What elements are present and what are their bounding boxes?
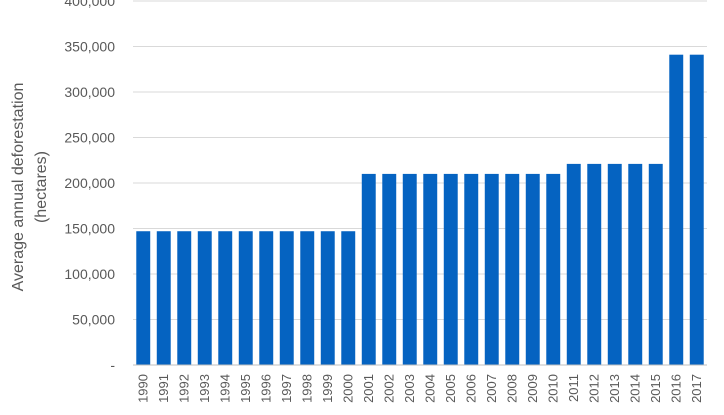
bar-1990 bbox=[136, 231, 151, 365]
x-tick-label: 1990 bbox=[135, 374, 150, 403]
y-axis-label-line-1: Average annual deforestation bbox=[10, 83, 27, 292]
y-tick-label: 350,000 bbox=[64, 39, 115, 55]
x-tick-label: 2017 bbox=[689, 374, 704, 403]
bar-2016 bbox=[669, 54, 684, 365]
x-tick-label: 1994 bbox=[217, 374, 232, 403]
bar-2015 bbox=[648, 163, 663, 365]
x-tick-label: 1993 bbox=[197, 374, 212, 403]
x-tick-label: 1991 bbox=[156, 374, 171, 403]
x-tick-label: 2014 bbox=[627, 374, 642, 403]
y-tick-label: 400,000 bbox=[64, 0, 115, 9]
bar-2010 bbox=[546, 173, 561, 365]
y-tick-label: 250,000 bbox=[64, 130, 115, 146]
x-tick-label: 1996 bbox=[258, 374, 273, 403]
x-tick-label: 1992 bbox=[176, 374, 191, 403]
x-tick-label: 1995 bbox=[238, 374, 253, 403]
bar-2000 bbox=[341, 231, 356, 365]
x-tick-labels: 1990 1991 1992 1993 1994 1995 1996 1997 1998 1999… bbox=[135, 374, 704, 403]
x-tick-label: 2009 bbox=[525, 374, 540, 403]
bars bbox=[136, 54, 704, 365]
bar-2014 bbox=[628, 163, 643, 365]
bar-1997 bbox=[279, 231, 294, 365]
y-tick-label: - bbox=[110, 357, 115, 373]
y-tick-labels: - 50,000 100,000 150,000 200,000 250,000 300,0… bbox=[64, 0, 115, 373]
x-tick-label: 2005 bbox=[443, 374, 458, 403]
bar-1996 bbox=[259, 231, 274, 365]
bar-2003 bbox=[402, 173, 417, 365]
bar-2017 bbox=[689, 54, 704, 365]
bar-2007 bbox=[484, 173, 499, 365]
bar-2004 bbox=[423, 173, 438, 365]
x-tick-label: 2016 bbox=[668, 374, 683, 403]
x-tick-label: 2006 bbox=[463, 374, 478, 403]
bar-1995 bbox=[238, 231, 253, 365]
bar-2012 bbox=[587, 163, 602, 365]
x-tick-label: 2007 bbox=[484, 374, 499, 403]
x-tick-label: 2001 bbox=[361, 374, 376, 403]
bar-2001 bbox=[361, 173, 376, 365]
bar-2006 bbox=[464, 173, 479, 365]
x-tick-label: 1998 bbox=[299, 374, 314, 403]
bar-1998 bbox=[300, 231, 315, 365]
y-axis-label-line-2: (hectares) bbox=[33, 151, 50, 223]
y-tick-label: 50,000 bbox=[72, 312, 115, 328]
bar-1992 bbox=[177, 231, 192, 365]
bar-1991 bbox=[156, 231, 171, 365]
x-tick-label: 2013 bbox=[607, 374, 622, 403]
x-tick-label: 2008 bbox=[504, 374, 519, 403]
bar-1999 bbox=[320, 231, 335, 365]
y-tick-label: 300,000 bbox=[64, 84, 115, 100]
x-tick-label: 2011 bbox=[566, 374, 581, 402]
bar-2005 bbox=[443, 173, 458, 365]
x-tick-label: 2010 bbox=[545, 374, 560, 403]
x-tick-label: 2000 bbox=[340, 374, 355, 403]
bar-2009 bbox=[525, 173, 540, 365]
x-tick-label: 2012 bbox=[586, 374, 601, 403]
y-tick-label: 150,000 bbox=[64, 221, 115, 237]
x-tick-label: 2003 bbox=[402, 374, 417, 403]
x-tick-label: 2015 bbox=[648, 374, 663, 403]
bar-1993 bbox=[197, 231, 212, 365]
x-tick-label: 1997 bbox=[279, 374, 294, 403]
x-tick-label: 2002 bbox=[381, 374, 396, 403]
bar-2002 bbox=[382, 173, 397, 365]
y-tick-label: 200,000 bbox=[64, 175, 115, 191]
bar-2008 bbox=[505, 173, 520, 365]
bar-2013 bbox=[607, 163, 622, 365]
x-tick-label: 2004 bbox=[422, 374, 437, 403]
x-tick-label: 1999 bbox=[320, 374, 335, 403]
bar-2011 bbox=[566, 163, 581, 365]
y-tick-label: 100,000 bbox=[64, 266, 115, 282]
bar-1994 bbox=[218, 231, 233, 365]
